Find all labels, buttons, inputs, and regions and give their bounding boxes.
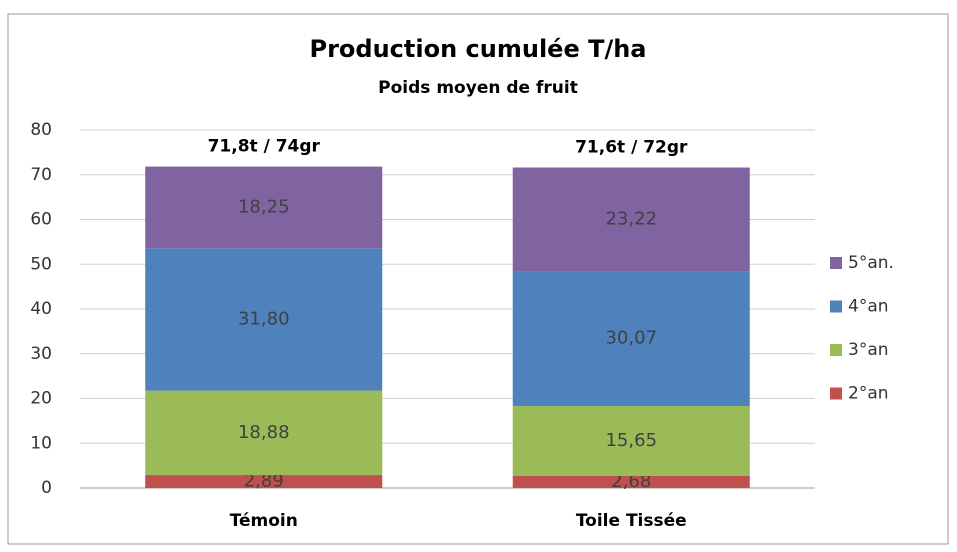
legend-swatch bbox=[830, 387, 842, 400]
bar-segment bbox=[512, 271, 750, 406]
y-tick-label: 40 bbox=[30, 299, 52, 319]
y-tick-label: 50 bbox=[30, 254, 52, 274]
data-label: 2,89 bbox=[244, 471, 284, 492]
bar-annotation: 71,6t / 72gr bbox=[575, 138, 688, 158]
bar-annotation: 71,8t / 74gr bbox=[208, 137, 321, 157]
data-label: 23,22 bbox=[605, 208, 657, 229]
legend-label: 3°an bbox=[848, 340, 889, 360]
bar-segment bbox=[145, 166, 383, 249]
bar-segment bbox=[145, 475, 383, 488]
bar-segment bbox=[512, 476, 750, 488]
x-tick-label: Toile Tissée bbox=[576, 511, 687, 531]
y-tick-label: 0 bbox=[41, 478, 52, 498]
y-tick-label: 80 bbox=[30, 120, 52, 140]
data-label: 18,88 bbox=[238, 422, 290, 443]
y-tick-label: 30 bbox=[30, 344, 52, 364]
x-tick-label: Témoin bbox=[230, 511, 298, 531]
legend-swatch bbox=[830, 344, 842, 356]
legend-label: 4°an bbox=[848, 297, 889, 317]
chart-title: Production cumulée T/ha bbox=[310, 35, 647, 63]
y-tick-label: 10 bbox=[30, 433, 52, 453]
bar-segment bbox=[145, 390, 383, 476]
legend-label: 5°an. bbox=[848, 253, 894, 273]
legend-swatch bbox=[830, 300, 842, 313]
bar-segment bbox=[512, 405, 750, 477]
y-tick-label: 20 bbox=[30, 389, 52, 409]
chart-subtitle: Poids moyen de fruit bbox=[378, 78, 578, 98]
data-label: 15,65 bbox=[605, 430, 657, 451]
data-label: 31,80 bbox=[238, 308, 290, 329]
data-label: 2,68 bbox=[611, 471, 651, 492]
y-tick-label: 70 bbox=[30, 165, 52, 185]
bar-segment bbox=[512, 167, 750, 272]
y-tick-label: 60 bbox=[30, 210, 52, 230]
legend-label: 2°an bbox=[848, 384, 889, 404]
legend-swatch bbox=[830, 257, 842, 269]
bar-segment bbox=[145, 248, 383, 391]
data-label: 18,25 bbox=[238, 196, 290, 217]
data-label: 30,07 bbox=[605, 328, 657, 349]
